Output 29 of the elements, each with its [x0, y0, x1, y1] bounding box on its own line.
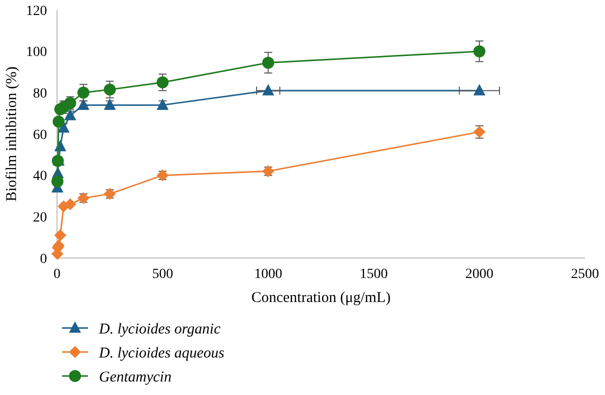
- point: [54, 229, 66, 242]
- point: [64, 198, 76, 210]
- point: [51, 176, 64, 188]
- y-tick-label: 80: [33, 86, 47, 102]
- point: [52, 116, 65, 128]
- y-tick-label: 0: [40, 252, 47, 267]
- x-tick-label: 1500: [360, 267, 388, 282]
- point: [262, 56, 274, 69]
- y-tick-label: 20: [33, 210, 47, 226]
- x-tick-label: 1000: [254, 267, 282, 282]
- legend-label: D. lycioides aqueous: [98, 345, 225, 362]
- point: [77, 86, 90, 99]
- point: [473, 84, 486, 96]
- y-tick-label: 100: [26, 45, 47, 60]
- y-tick-label: 120: [26, 4, 47, 19]
- x-axis-title: Concentration (μg/mL): [251, 290, 391, 306]
- y-tick-label: 40: [33, 169, 47, 184]
- y-axis-title: Biofilm inhibition (%): [4, 66, 20, 202]
- legend-label: D. lycioides organic: [98, 321, 221, 338]
- x-tick-label: 500: [152, 267, 174, 282]
- legend-label: Gentamycin: [99, 369, 172, 386]
- point: [262, 84, 274, 96]
- x-tick-label: 2000: [465, 267, 494, 282]
- point: [104, 84, 116, 96]
- y-tick-label: 60: [33, 128, 47, 143]
- x-tick-label: 0: [54, 267, 60, 282]
- point: [473, 45, 486, 58]
- point: [156, 76, 169, 88]
- x-tick-label: 2500: [571, 267, 599, 282]
